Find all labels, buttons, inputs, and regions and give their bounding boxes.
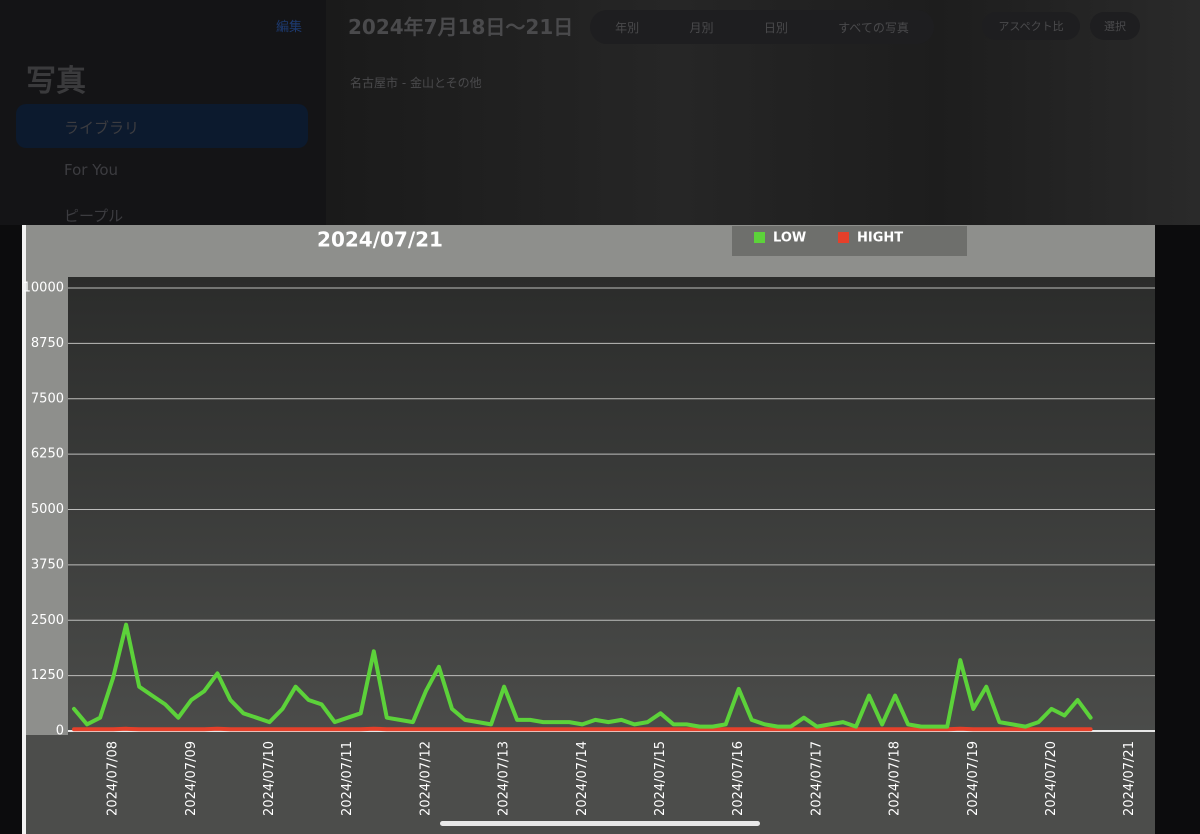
legend-swatch xyxy=(754,232,765,243)
tab[interactable]: 日別 xyxy=(763,20,788,35)
y-tick-label: 6250 xyxy=(31,447,64,462)
legend-swatch xyxy=(838,232,849,243)
x-tick-label: 2024/07/19 xyxy=(966,741,981,816)
x-tick-label: 2024/07/12 xyxy=(418,741,433,816)
x-tick-label: 2024/07/09 xyxy=(184,741,199,816)
tab[interactable]: すべての写真 xyxy=(838,20,909,35)
y-tick-label: 0 xyxy=(56,724,64,739)
y-tick-label: 1250 xyxy=(31,668,64,683)
chart-title: 2024/07/21 xyxy=(317,228,443,252)
x-tick-label: 2024/07/15 xyxy=(653,741,668,816)
x-tick-label: 2024/07/14 xyxy=(575,741,590,816)
x-tick-label: 2024/07/13 xyxy=(497,741,512,816)
edit-button[interactable]: 編集 xyxy=(276,20,303,35)
album-subtitle: 名古屋市 - 金山とその他 xyxy=(350,76,482,90)
plot-area xyxy=(68,277,1155,735)
album-title: 2024年7月18日～21日 xyxy=(348,15,574,39)
y-tick-label: 8750 xyxy=(31,336,64,351)
sidebar-item[interactable]: ライブラリ xyxy=(64,119,140,137)
sidebar-item[interactable]: ピープル xyxy=(64,207,124,225)
frame-edge xyxy=(22,225,26,834)
x-tick-label: 2024/07/17 xyxy=(809,741,824,816)
y-tick-label: 7500 xyxy=(31,391,64,406)
y-tick-label: 2500 xyxy=(31,613,64,628)
x-axis-area xyxy=(26,735,1155,834)
tab[interactable]: 年別 xyxy=(615,20,640,35)
home-indicator xyxy=(440,821,760,826)
x-tick-label: 2024/07/16 xyxy=(731,741,746,816)
legend-box xyxy=(732,226,967,256)
aspect-button[interactable]: アスペクト比 xyxy=(982,12,1080,40)
view-tabs: 年別 月別 日別 すべての写真 xyxy=(590,10,934,44)
x-tick-label: 2024/07/08 xyxy=(106,741,121,816)
legend-label: HIGHT xyxy=(857,231,903,246)
x-tick-label: 2024/07/18 xyxy=(888,741,903,816)
selected-item-bg xyxy=(16,104,308,148)
data-line xyxy=(72,622,1093,729)
x-tick-label: 2024/07/20 xyxy=(1044,741,1059,816)
x-tick-label: 2024/07/11 xyxy=(340,741,355,816)
sidebar: 写真 編集 ライブラリ For You ピープル xyxy=(0,0,326,225)
tab[interactable]: 月別 xyxy=(689,20,714,35)
y-tick-label: 5000 xyxy=(31,502,64,517)
y-tick-label: 3750 xyxy=(31,557,64,572)
sidebar-item[interactable]: For You xyxy=(64,161,119,179)
legend-label: LOW xyxy=(773,231,806,246)
sidebar-title: 写真 xyxy=(26,64,86,99)
x-tick-label: 2024/07/21 xyxy=(1122,741,1137,816)
x-tick-label: 2024/07/10 xyxy=(262,741,277,816)
select-button[interactable]: 選択 xyxy=(1090,12,1140,40)
y-tick-label: 10000 xyxy=(23,281,64,296)
